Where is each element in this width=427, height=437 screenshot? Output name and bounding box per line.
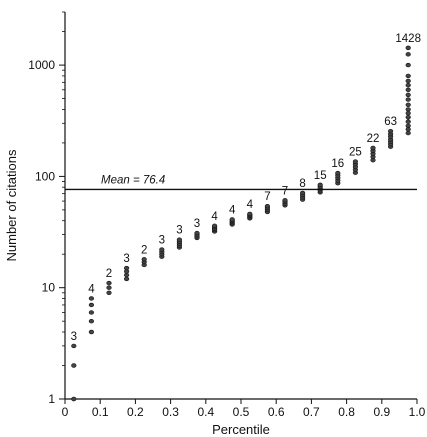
data-point: [88, 296, 94, 301]
data-point: [88, 319, 94, 324]
group-count-label: 4: [211, 211, 218, 223]
x-tick-label: 0.7: [303, 405, 320, 419]
data-point: [370, 145, 376, 151]
data-point: [106, 280, 112, 286]
data-point: [405, 102, 411, 107]
data-point: [159, 247, 165, 252]
data-point: [71, 363, 77, 368]
group-count-label: 2: [106, 268, 112, 280]
data-points: [71, 45, 411, 402]
group-count-label: 22: [367, 133, 380, 145]
data-point: [106, 290, 112, 295]
data-point: [405, 130, 411, 136]
axes: 0 0.1 0.2 0.3 0.4 0.5 0.6 0.7 0.8 0.9 1.0 1 10 100 100…: [28, 11, 426, 419]
data-point: [388, 128, 394, 134]
data-point: [123, 265, 130, 271]
mean-line-group: Mean = 76.4: [65, 174, 417, 191]
data-point: [405, 62, 411, 68]
data-point: [405, 52, 411, 57]
group-count-label: 2: [141, 244, 147, 256]
x-tick-label: 0.4: [197, 405, 214, 419]
data-point: [247, 211, 253, 217]
x-tick-label: 0.6: [268, 405, 285, 419]
group-count-label: 25: [349, 147, 362, 159]
x-tick-label: 0.2: [127, 405, 144, 419]
data-point: [317, 182, 323, 188]
data-point: [71, 396, 77, 402]
group-count-label: 3: [123, 253, 129, 265]
data-point: [229, 217, 235, 222]
data-point: [282, 198, 288, 203]
y-tick-label: 10: [42, 281, 56, 295]
group-count-label: 3: [176, 225, 182, 237]
data-point: [123, 272, 130, 278]
data-point: [88, 302, 94, 308]
data-point: [405, 82, 411, 88]
data-point: [405, 97, 411, 102]
data-point: [88, 329, 94, 335]
x-tick-label: 1.0: [409, 405, 426, 419]
group-count-label: 15: [314, 170, 327, 182]
mean-label: Mean = 76.4: [101, 174, 165, 186]
y-tick-label: 1: [48, 392, 55, 406]
y-tick-label: 100: [35, 169, 55, 183]
data-point: [176, 237, 182, 242]
x-tick-label: 0.9: [373, 405, 390, 419]
x-tick-label: 0.1: [92, 405, 109, 419]
data-point: [264, 203, 271, 209]
x-tick-label: 0.5: [233, 405, 250, 419]
x-tick-label: 0.8: [338, 405, 355, 419]
data-point: [71, 343, 77, 349]
data-point: [405, 87, 411, 92]
x-tick-label: 0: [62, 405, 69, 419]
data-point: [405, 119, 411, 124]
group-count-label: 7: [264, 191, 270, 203]
group-count-label: 16: [331, 158, 344, 170]
group-count-label: 4: [88, 283, 95, 295]
group-count-label: 3: [194, 218, 200, 230]
data-point: [352, 159, 359, 164]
group-count-label: 4: [247, 199, 254, 211]
data-point: [194, 230, 200, 236]
data-point: [141, 257, 147, 262]
data-point: [405, 92, 411, 98]
data-point: [335, 170, 341, 176]
data-point: [405, 78, 411, 84]
group-count-label: 3: [71, 331, 77, 343]
y-axis-title: Number of citations: [4, 149, 19, 261]
x-tick-label: 0.3: [162, 405, 179, 419]
group-count-label: 63: [384, 116, 397, 128]
data-point: [405, 45, 411, 51]
data-point: [123, 276, 130, 282]
group-count-label: 4: [229, 204, 236, 216]
data-point: [88, 310, 94, 315]
group-count-label: 8: [299, 178, 305, 190]
data-point: [405, 110, 411, 116]
group-count-label: 7: [282, 185, 288, 197]
data-point: [405, 73, 411, 79]
data-point: [300, 190, 306, 196]
group-count-label: 1428: [395, 33, 421, 45]
group-count-label: 3: [159, 235, 165, 247]
x-axis-title: Percentile: [212, 422, 270, 437]
data-point: [405, 107, 411, 112]
data-point: [106, 285, 112, 290]
data-point: [405, 115, 411, 120]
y-tick-label: 1000: [28, 58, 55, 72]
data-point: [405, 123, 411, 128]
data-point: [212, 223, 218, 228]
